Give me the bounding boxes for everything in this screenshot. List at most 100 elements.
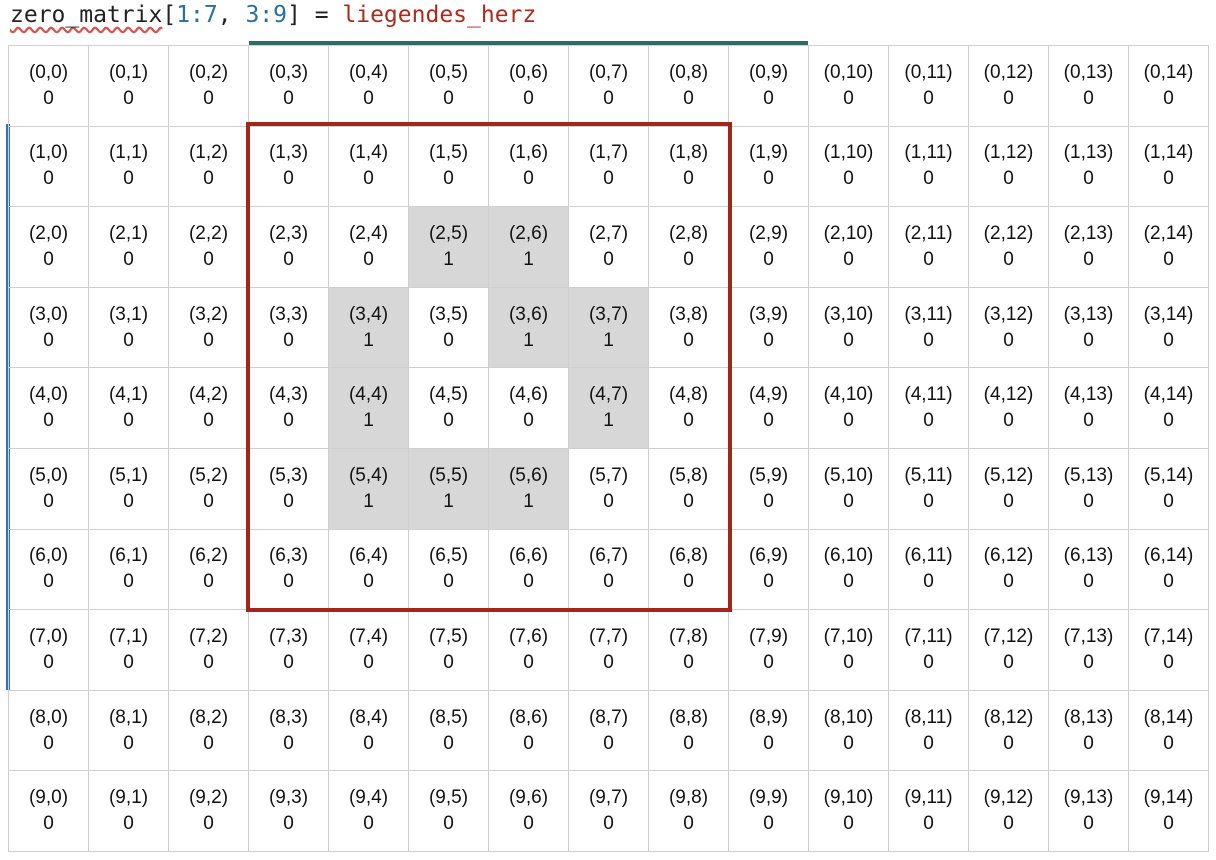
- cell-index: (0,6): [508, 61, 549, 83]
- cell-value: 1: [603, 329, 614, 351]
- matrix-cell: (2,3) 0: [249, 207, 329, 288]
- matrix-cell: (9,4) 0: [329, 771, 409, 852]
- cell-value: 0: [1083, 410, 1094, 432]
- cell-value: 0: [1083, 87, 1094, 109]
- cell-value: 1: [443, 490, 454, 512]
- cell-value: 0: [763, 248, 774, 270]
- cell-index: (9,5): [428, 787, 469, 809]
- matrix-cell: (1,2) 0: [169, 126, 249, 208]
- matrix-cell: (0,8) 0: [649, 46, 729, 127]
- matrix-cell: (8,0) 0: [9, 690, 89, 772]
- cell-value: 0: [843, 168, 854, 190]
- cell-index: (0,3): [268, 61, 309, 83]
- cell-index: (0,0): [28, 61, 69, 83]
- matrix-cell: (1,12) 0: [969, 126, 1049, 208]
- matrix-cell: (9,8) 0: [649, 771, 729, 852]
- cell-index: (2,0): [28, 222, 69, 244]
- matrix-cell: (0,10) 0: [809, 46, 889, 127]
- matrix-cell: (3,8) 0: [649, 287, 729, 369]
- cell-value: 0: [1163, 490, 1174, 512]
- matrix-cell: (0,13) 0: [1049, 46, 1129, 127]
- matrix-cell: (2,2) 0: [169, 207, 249, 288]
- cell-value: 0: [763, 732, 774, 754]
- matrix-cell: (9,6) 0: [489, 771, 569, 852]
- cell-index: (0,4): [348, 61, 389, 83]
- matrix-cell: (8,14) 0: [1129, 690, 1209, 772]
- matrix-cell: (5,10) 0: [809, 448, 889, 530]
- cell-value: 0: [203, 571, 214, 593]
- matrix-cell: (5,6) 1: [489, 448, 569, 530]
- cell-value: 0: [603, 813, 614, 835]
- cell-index: (5,3): [268, 464, 309, 486]
- cell-index: (2,13): [1063, 222, 1114, 244]
- matrix-cell: (5,11) 0: [889, 448, 969, 530]
- cell-value: 1: [603, 410, 614, 432]
- cell-index: (6,6): [508, 545, 549, 567]
- cell-index: (6,3): [268, 545, 309, 567]
- matrix-cell: (0,11) 0: [889, 46, 969, 127]
- cell-value: 0: [1083, 571, 1094, 593]
- cell-value: 0: [923, 813, 934, 835]
- cell-index: (6,11): [904, 545, 953, 567]
- cell-value: 0: [203, 732, 214, 754]
- matrix-cell: (9,3) 0: [249, 771, 329, 852]
- matrix-cell: (8,3) 0: [249, 690, 329, 772]
- matrix-cell: (0,7) 0: [569, 46, 649, 127]
- matrix-cell: (8,10) 0: [809, 690, 889, 772]
- cell-value: 0: [763, 571, 774, 593]
- cell-value: 0: [923, 571, 934, 593]
- matrix-cell: (2,13) 0: [1049, 207, 1129, 288]
- assigned-value: liegendes_herz: [342, 2, 537, 28]
- matrix-cell: (6,5) 0: [409, 529, 489, 611]
- cell-value: 0: [763, 490, 774, 512]
- cell-index: (5,8): [668, 464, 709, 486]
- cell-value: 0: [843, 87, 854, 109]
- matrix-cell: (7,10) 0: [809, 610, 889, 691]
- matrix-cell: (3,9) 0: [729, 287, 809, 369]
- cell-value: 0: [123, 410, 134, 432]
- cell-index: (9,8): [668, 787, 709, 809]
- cell-value: 1: [363, 490, 374, 512]
- cell-index: (2,11): [904, 222, 953, 244]
- cell-value: 0: [923, 87, 934, 109]
- cell-index: (7,6): [508, 625, 549, 647]
- col-slice: 3:9: [245, 2, 287, 28]
- matrix-cell: (3,6) 1: [489, 287, 569, 369]
- matrix-cell: (9,10) 0: [809, 771, 889, 852]
- cell-index: (2,10): [823, 222, 874, 244]
- cell-value: 0: [283, 87, 294, 109]
- matrix-cell: (6,13) 0: [1049, 529, 1129, 611]
- cell-index: (8,11): [904, 706, 953, 728]
- cell-value: 0: [203, 651, 214, 673]
- cell-index: (4,11): [904, 384, 953, 406]
- cell-value: 0: [1163, 168, 1174, 190]
- cell-value: 0: [923, 168, 934, 190]
- cell-index: (1,7): [588, 142, 629, 164]
- cell-value: 0: [443, 813, 454, 835]
- matrix-cell: (4,14) 0: [1129, 368, 1209, 449]
- cell-index: (7,4): [348, 625, 389, 647]
- cell-value: 0: [203, 87, 214, 109]
- cell-index: (5,14): [1143, 464, 1194, 486]
- matrix-cell: (6,7) 0: [569, 529, 649, 611]
- cell-index: (8,2): [188, 706, 229, 728]
- cell-index: (5,12): [983, 464, 1034, 486]
- cell-index: (0,10): [823, 61, 874, 83]
- cell-value: 0: [43, 168, 54, 190]
- cell-value: 0: [523, 87, 534, 109]
- cell-value: 0: [123, 571, 134, 593]
- matrix-cell: (6,9) 0: [729, 529, 809, 611]
- cell-value: 0: [683, 248, 694, 270]
- matrix-cell: (0,6) 0: [489, 46, 569, 127]
- matrix-cell: (4,8) 0: [649, 368, 729, 449]
- cell-index: (6,8): [668, 545, 709, 567]
- cell-value: 0: [443, 732, 454, 754]
- matrix-cell: (0,4) 0: [329, 46, 409, 127]
- cell-index: (8,12): [983, 706, 1034, 728]
- cell-value: 0: [283, 410, 294, 432]
- cell-index: (4,8): [668, 384, 709, 406]
- cell-value: 0: [43, 329, 54, 351]
- cell-index: (8,13): [1063, 706, 1114, 728]
- cell-index: (1,11): [904, 142, 953, 164]
- cell-index: (9,14): [1143, 787, 1194, 809]
